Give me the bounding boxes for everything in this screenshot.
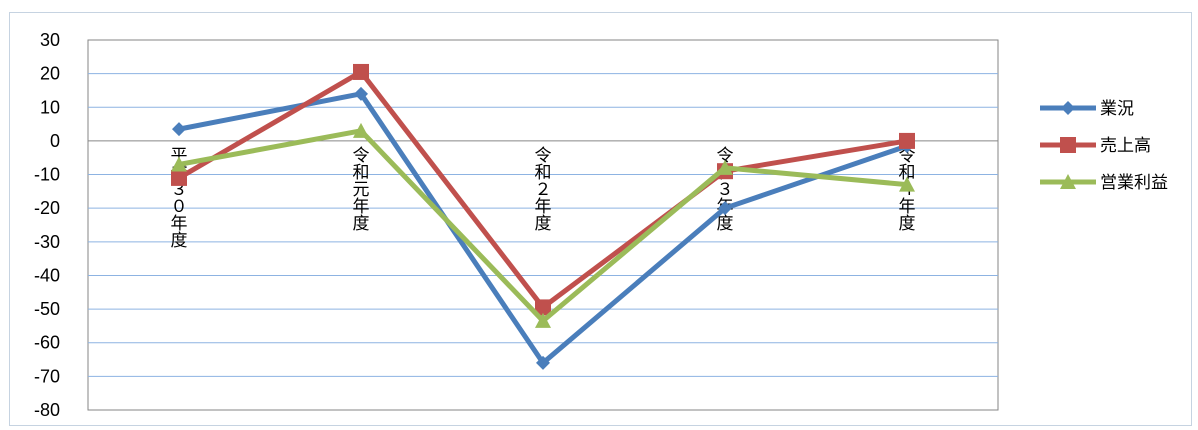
legend-marker <box>1060 174 1076 189</box>
legend-label: 売上高 <box>1100 136 1151 156</box>
data-point <box>535 299 551 316</box>
y-tick-label: 0 <box>50 131 60 151</box>
y-tick-label: -50 <box>34 299 60 319</box>
legend-entry: 営業利益 <box>1040 173 1168 193</box>
legend-label: 営業利益 <box>1100 173 1168 193</box>
y-tick-label: -70 <box>34 366 60 386</box>
y-tick-label: -30 <box>34 232 60 252</box>
legend-marker <box>1060 137 1076 153</box>
data-point <box>353 122 369 138</box>
y-tick-label: -60 <box>34 333 60 353</box>
plot-area-border <box>87 39 999 411</box>
data-point <box>899 176 915 192</box>
data-point <box>535 312 551 328</box>
x-axis-labels: 平成３０年度令和元年度令和２年度令和３年度令和４年度 <box>171 146 916 251</box>
chart-frame <box>9 12 1192 426</box>
y-tick-label: -40 <box>34 265 60 285</box>
x-tick-label: 令和３年度 <box>717 146 734 234</box>
y-tick-label: 30 <box>40 30 60 50</box>
data-point <box>353 63 369 80</box>
data-point <box>172 122 186 137</box>
series-lines <box>171 63 915 370</box>
data-point <box>171 156 187 172</box>
legend-entry: 売上高 <box>1040 136 1151 156</box>
legend-label: 業況 <box>1100 99 1134 119</box>
legend-marker <box>1061 101 1075 115</box>
y-tick-label: 20 <box>40 64 60 84</box>
data-point <box>717 159 733 175</box>
data-point <box>718 201 732 216</box>
data-point <box>354 86 368 101</box>
y-tick-label: 10 <box>40 97 60 117</box>
legend-entry: 業況 <box>1040 99 1134 119</box>
data-point <box>171 169 187 186</box>
y-tick-label: -20 <box>34 198 60 218</box>
data-point <box>536 355 550 370</box>
gridlines <box>87 39 999 411</box>
y-axis: 30 20 10 0 -10 -20 -30 -40 -50 -60 -70 -80 <box>34 30 60 420</box>
data-point <box>899 132 915 149</box>
y-tick-label: -80 <box>34 400 60 420</box>
x-tick-label: 令和２年度 <box>535 146 552 234</box>
y-tick-label: -10 <box>34 165 60 185</box>
x-tick-label: 令和元年度 <box>353 146 370 234</box>
